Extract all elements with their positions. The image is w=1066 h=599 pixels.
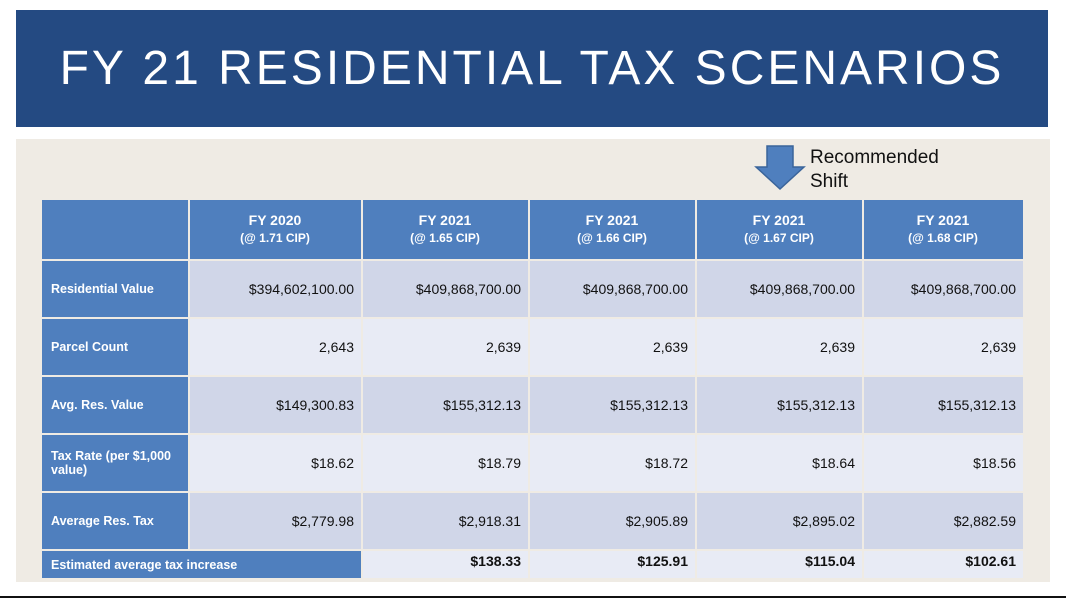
cell: 2,639	[697, 319, 862, 375]
cell: 2,643	[190, 319, 361, 375]
header-year: FY 2021	[418, 212, 472, 228]
cell: $149,300.83	[190, 377, 361, 433]
cell: $409,868,700.00	[363, 261, 528, 317]
row-label: Avg. Res. Value	[42, 377, 188, 433]
header-cip: (@ 1.71 CIP)	[240, 231, 310, 245]
column-header: FY 2021 (@ 1.68 CIP)	[864, 200, 1023, 259]
cell: $2,779.98	[190, 493, 361, 549]
table-row: Parcel Count 2,643 2,639 2,639 2,639 2,639	[42, 319, 1023, 375]
cell: $409,868,700.00	[697, 261, 862, 317]
column-header: FY 2020 (@ 1.71 CIP)	[190, 200, 361, 259]
table-row: Average Res. Tax $2,779.98 $2,918.31 $2,905…	[42, 493, 1023, 549]
cell: $155,312.13	[864, 377, 1023, 433]
estimated-increase-row: Estimated average tax increase $138.33 $…	[42, 551, 1023, 578]
slide-title: FY 21 RESIDENTIAL TAX SCENARIOS	[16, 10, 1048, 127]
cell: $155,312.13	[530, 377, 695, 433]
row-label: Parcel Count	[42, 319, 188, 375]
table-row: Tax Rate (per $1,000 value) $18.62 $18.79 $…	[42, 435, 1023, 491]
cell: $2,895.02	[697, 493, 862, 549]
cell: $18.62	[190, 435, 361, 491]
header-cip: (@ 1.66 CIP)	[577, 231, 647, 245]
header-year: FY 2021	[585, 212, 639, 228]
row-label: Average Res. Tax	[42, 493, 188, 549]
divider	[0, 596, 1066, 598]
header-cip: (@ 1.67 CIP)	[744, 231, 814, 245]
cell: $394,602,100.00	[190, 261, 361, 317]
cell: $138.33	[363, 551, 528, 578]
cell: $18.72	[530, 435, 695, 491]
cell: $2,882.59	[864, 493, 1023, 549]
tax-scenarios-table: FY 2020 (@ 1.71 CIP) FY 2021 (@ 1.65 CIP) …	[40, 198, 1025, 580]
down-arrow-icon	[754, 145, 806, 191]
header-cip: (@ 1.65 CIP)	[410, 231, 480, 245]
column-header: FY 2021 (@ 1.65 CIP)	[363, 200, 528, 259]
header-year: FY 2021	[916, 212, 970, 228]
cell: $125.91	[530, 551, 695, 578]
cell: $409,868,700.00	[530, 261, 695, 317]
header-year: FY 2020	[248, 212, 302, 228]
cell: $18.64	[697, 435, 862, 491]
recommended-shift-callout: Recommended Shift	[810, 146, 939, 194]
table-row: Avg. Res. Value $149,300.83 $155,312.13 $15…	[42, 377, 1023, 433]
callout-line-2: Shift	[810, 171, 849, 192]
cell: $2,905.89	[530, 493, 695, 549]
cell: $115.04	[697, 551, 862, 578]
column-header: FY 2021 (@ 1.66 CIP)	[530, 200, 695, 259]
callout-line-1: Recommended	[810, 147, 939, 168]
row-label: Tax Rate (per $1,000 value)	[42, 435, 188, 491]
row-label: Residential Value	[42, 261, 188, 317]
cell: 2,639	[864, 319, 1023, 375]
cell: $409,868,700.00	[864, 261, 1023, 317]
row-label: Estimated average tax increase	[42, 551, 361, 578]
header-corner	[42, 200, 188, 259]
cell: $155,312.13	[363, 377, 528, 433]
cell: $102.61	[864, 551, 1023, 578]
cell: $18.79	[363, 435, 528, 491]
cell: 2,639	[363, 319, 528, 375]
cell: 2,639	[530, 319, 695, 375]
column-header: FY 2021 (@ 1.67 CIP)	[697, 200, 862, 259]
header-cip: (@ 1.68 CIP)	[908, 231, 978, 245]
header-row: FY 2020 (@ 1.71 CIP) FY 2021 (@ 1.65 CIP) …	[42, 200, 1023, 259]
table-row: Residential Value $394,602,100.00 $409,868…	[42, 261, 1023, 317]
cell: $155,312.13	[697, 377, 862, 433]
cell: $2,918.31	[363, 493, 528, 549]
header-year: FY 2021	[752, 212, 806, 228]
cell: $18.56	[864, 435, 1023, 491]
